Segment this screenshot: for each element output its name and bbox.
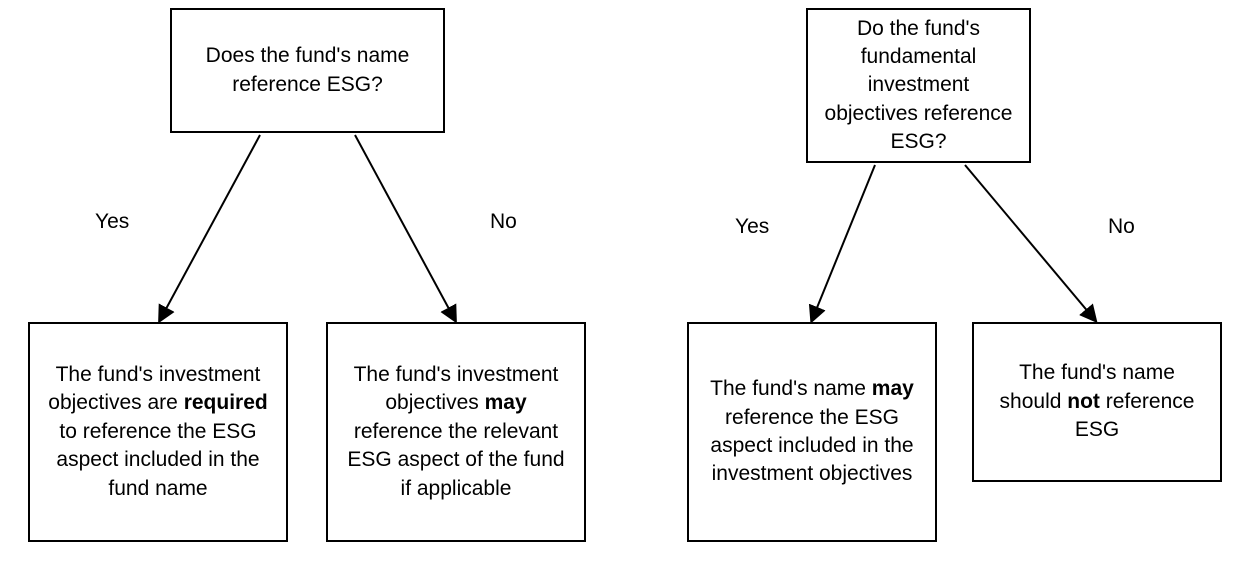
outcome-node-may-objectives: The fund's investment objectives may ref…: [326, 322, 586, 542]
outcome-node-should-not: The fund's name should not reference ESG: [972, 322, 1222, 482]
decision-node-fund-name: Does the fund's name reference ESG?: [170, 8, 445, 133]
edge-label-yes: Yes: [95, 210, 129, 234]
edge-label-no: No: [490, 210, 517, 234]
edge-label-no: No: [1108, 215, 1135, 239]
node-text: The fund's name may reference the ESG as…: [703, 375, 921, 488]
node-text: The fund's investment objectives may ref…: [342, 361, 570, 503]
node-text: The fund's investment objectives are req…: [44, 361, 272, 503]
node-text: The fund's name should not reference ESG: [988, 359, 1206, 444]
flowchart-canvas: Does the fund's name reference ESG? Do t…: [0, 0, 1249, 574]
node-text: Do the fund's fundamental investment obj…: [822, 15, 1015, 157]
edge-label-yes: Yes: [735, 215, 769, 239]
decision-node-investment-objectives: Do the fund's fundamental investment obj…: [806, 8, 1031, 163]
outcome-node-may-name: The fund's name may reference the ESG as…: [687, 322, 937, 542]
node-text: Does the fund's name reference ESG?: [186, 42, 429, 99]
outcome-node-required: The fund's investment objectives are req…: [28, 322, 288, 542]
